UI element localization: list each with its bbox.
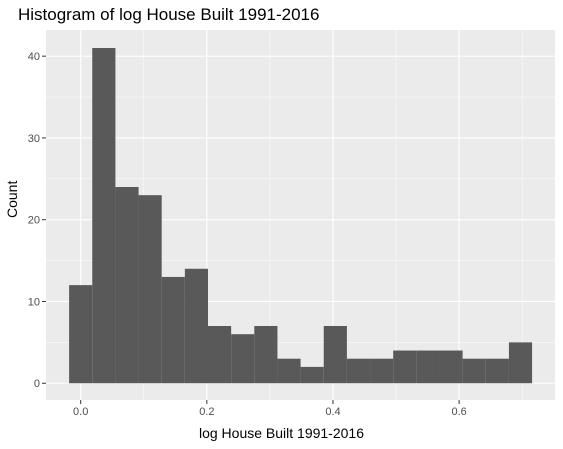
x-tick-label: 0.2: [199, 406, 214, 418]
y-tick-label: 20: [28, 215, 40, 227]
x-tick-label: 0.0: [73, 406, 88, 418]
histogram-bar: [277, 358, 301, 384]
histogram-bar: [92, 47, 116, 384]
histogram-bar: [485, 358, 509, 384]
histogram-bar: [231, 334, 255, 384]
histogram-bar: [439, 350, 463, 384]
histogram-bar: [462, 358, 486, 384]
histogram-bar: [208, 326, 232, 384]
histogram-bar: [393, 350, 417, 384]
y-tick-label: 0: [34, 378, 40, 390]
x-axis-label: log House Built 1991-2016: [198, 425, 364, 441]
histogram-bar: [138, 195, 162, 384]
histogram-bar: [254, 326, 278, 384]
x-tick-label: 0.6: [451, 406, 466, 418]
histogram-bar: [184, 268, 209, 384]
histogram-bar: [346, 358, 371, 384]
y-tick-label: 30: [28, 133, 40, 145]
histogram-bar: [370, 358, 394, 384]
histogram-bar: [508, 342, 533, 384]
y-tick-label: 10: [28, 296, 40, 308]
histogram-bar: [416, 350, 440, 384]
histogram-bar: [115, 186, 139, 384]
histogram-bars: [69, 47, 533, 384]
chart-title: Histogram of log House Built 1991-2016: [18, 5, 320, 24]
histogram-bar: [300, 366, 324, 384]
y-axis: 0 10 20 30 40: [28, 51, 46, 390]
histogram-bar: [69, 285, 93, 384]
histogram-bar: [323, 326, 347, 384]
x-tick-label: 0.4: [325, 406, 340, 418]
y-tick-label: 40: [28, 51, 40, 63]
y-axis-label: Count: [4, 180, 20, 218]
histogram-bar: [161, 276, 185, 384]
x-axis: 0.0 0.2 0.4 0.6: [73, 400, 467, 418]
